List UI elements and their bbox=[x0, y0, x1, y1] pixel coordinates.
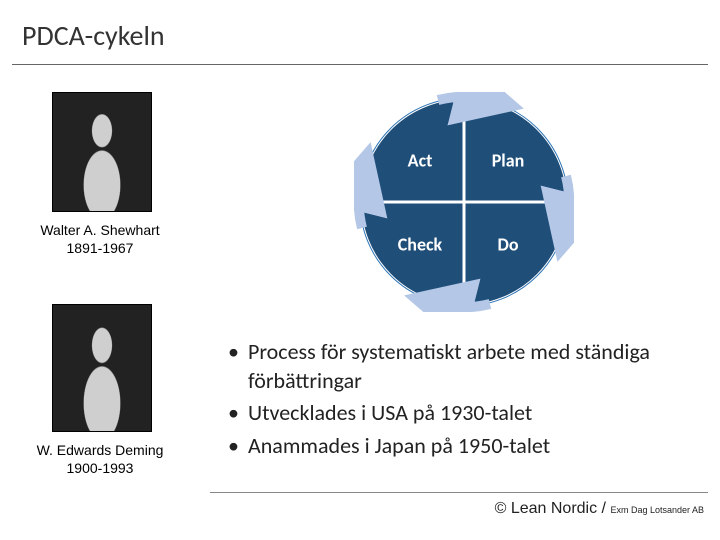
deming-photo bbox=[52, 304, 152, 432]
cycle-label-act: Act bbox=[408, 149, 433, 171]
shewhart-photo bbox=[52, 92, 152, 212]
shewhart-name: Walter A. Shewhart bbox=[40, 222, 159, 238]
deming-caption: W. Edwards Deming 1900-1993 bbox=[0, 442, 200, 477]
footer-small: Exm Dag Lotsander AB bbox=[610, 505, 704, 515]
shewhart-caption: Walter A. Shewhart 1891-1967 bbox=[0, 222, 200, 257]
shewhart-years: 1891-1967 bbox=[67, 240, 134, 256]
bullet-list: Process för systematiskt arbete med stän… bbox=[228, 338, 700, 464]
footer-main: © Lean Nordic / bbox=[495, 500, 611, 517]
top-rule bbox=[12, 64, 708, 65]
deming-years: 1900-1993 bbox=[67, 460, 134, 476]
cycle-label-do: Do bbox=[497, 233, 518, 255]
bullet-item: Process för systematiskt arbete med stän… bbox=[228, 338, 700, 395]
bottom-rule bbox=[210, 492, 708, 493]
deming-name: W. Edwards Deming bbox=[37, 442, 164, 458]
pdca-cycle-diagram: Act Plan Do Check bbox=[354, 92, 574, 312]
page-title: PDCA-cykeln bbox=[22, 18, 165, 53]
bullet-item: Anammades i Japan på 1950-talet bbox=[228, 432, 700, 461]
cycle-label-plan: Plan bbox=[492, 149, 525, 171]
footer: © Lean Nordic / Exm Dag Lotsander AB bbox=[495, 500, 704, 518]
cycle-label-check: Check bbox=[398, 233, 443, 255]
bullet-item: Utvecklades i USA på 1930-talet bbox=[228, 399, 700, 428]
